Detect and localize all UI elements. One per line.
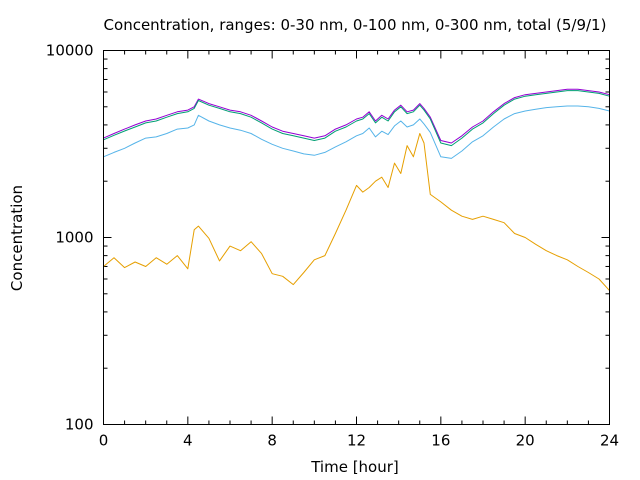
series-line-1 [103,88,610,144]
x-tick-label: 16 [431,432,450,450]
y-tick-label: 100 [65,416,94,434]
x-tick-label: 4 [183,432,193,450]
plot-frame [103,50,610,425]
y-tick-label: 1000 [55,229,93,247]
x-tick-label: 12 [347,432,366,450]
y-axis-label: Concentration [8,185,26,291]
plot-series [103,88,610,291]
x-tick-label: 8 [267,432,277,450]
chart-title: Concentration, ranges: 0-30 nm, 0-100 nm… [104,16,607,34]
series-line-4 [103,133,610,291]
x-tick-label: 24 [600,432,619,450]
x-tick-label: 0 [99,432,109,450]
y-tick-label: 10000 [46,42,94,60]
series-line-2 [103,90,610,147]
axis-ticks: 0 4 8 12 16 20 24 100 1000 10000 [46,42,619,450]
series-line-3 [103,105,610,159]
x-axis-label: Time [hour] [310,458,399,476]
x-tick-label: 20 [516,432,535,450]
